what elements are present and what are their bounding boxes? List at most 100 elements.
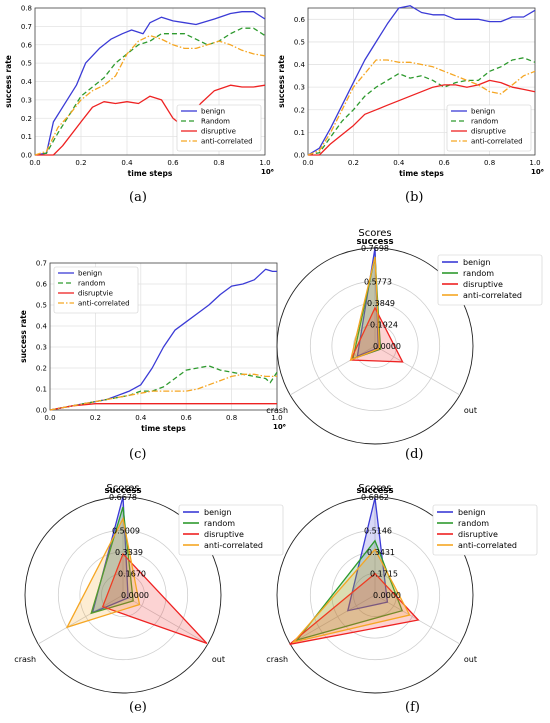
series-line-disruptive <box>308 79 536 156</box>
y-tick-label: 0.3 <box>36 344 47 352</box>
legend-label: disruptvie <box>78 290 113 298</box>
y-tick-label: 0.7 <box>21 23 32 31</box>
plot-frame <box>34 7 266 156</box>
series-line-anti-correlated <box>49 373 277 411</box>
radar-title: Scores <box>106 483 139 494</box>
series-line-random <box>34 27 266 156</box>
x-axis-multiplier: 10⁶ <box>261 168 274 176</box>
x-tick-label: 0.2 <box>348 159 359 167</box>
legend-label: benign <box>78 270 102 278</box>
x-tick-label: 0.0 <box>44 414 55 422</box>
radar-axis-label-out: out <box>464 655 477 664</box>
x-tick-label: 0.4 <box>121 159 133 167</box>
radar-spoke <box>374 345 461 396</box>
radar-chart-d: Scores 0.7698 0.5773 0.3849 0.1924 0.0000 succ… <box>266 228 543 445</box>
radar-ring-label: 0.1670 <box>118 569 146 578</box>
y-axis-label: success rate <box>4 55 13 108</box>
legend-label: benign <box>471 108 495 116</box>
legend-label: benign <box>463 258 490 267</box>
legend-label: random <box>78 280 105 288</box>
x-tick-label: 0.0 <box>29 159 40 167</box>
caption-a: (a) <box>129 190 147 205</box>
radar-area-random <box>90 506 134 615</box>
x-tick-label: 1.0 <box>529 159 540 167</box>
x-tick-label: 0.4 <box>393 159 405 167</box>
radar-ring-label: 0.0000 <box>373 342 401 351</box>
y-tick-label: 0.7 <box>36 260 47 268</box>
radar-axis-label-crash: crash <box>266 655 288 664</box>
y-tick-label: 0.0 <box>294 152 305 160</box>
x-axis-multiplier: 10⁶ <box>531 168 544 176</box>
line-chart-c: 0.0 0.2 0.4 0.6 0.8 1.0 0.0 0.1 0.2 0.3 0.4 0.5 0.6 0… <box>19 260 286 434</box>
radar-ring-label: 0.5773 <box>364 277 392 286</box>
legend-label: disruptive <box>204 530 244 539</box>
y-tick-label: 0.6 <box>36 281 48 289</box>
y-tick-label: 0.2 <box>21 115 32 123</box>
radar-area-disruptive <box>289 572 420 645</box>
legend-label: anti-correlated <box>471 138 523 146</box>
caption-b: (b) <box>405 190 424 205</box>
radar-ring-label: 0.1715 <box>370 569 398 578</box>
radar-ring-label: 0.0000 <box>121 591 149 600</box>
series-line-benign <box>307 5 536 156</box>
x-axis-label: time steps <box>128 169 173 178</box>
legend-label: anti-correlated <box>201 138 253 146</box>
line-chart-a: 0.0 0.2 0.4 0.6 0.8 1.0 0.0 0.1 0.2 0.3 0.4 0.5 0.6 0… <box>4 5 274 179</box>
y-tick-label: 0.8 <box>21 5 32 13</box>
legend-label: Random <box>201 118 230 126</box>
x-axis-label: time steps <box>141 424 186 433</box>
legend-label: disruptive <box>201 128 236 136</box>
y-tick-label: 0.6 <box>21 41 33 49</box>
radar-ring-label: 0.6862 <box>361 493 389 502</box>
y-tick-label: 0.5 <box>21 60 32 68</box>
radar-area-anti-correlated <box>65 516 141 629</box>
y-tick-label: 0.3 <box>21 96 32 104</box>
x-axis-label: time steps <box>399 169 444 178</box>
y-tick-label: 0.0 <box>21 152 32 160</box>
legend-label: anti-correlated <box>463 291 522 300</box>
x-tick-label: 0.4 <box>135 414 147 422</box>
line-chart-b: 0.0 0.2 0.4 0.6 0.8 1.0 0.0 0.1 0.2 0.3 0.4 0.5 0.6 t… <box>277 5 544 178</box>
y-tick-label: 0.4 <box>294 61 306 69</box>
x-tick-label: 0.0 <box>302 159 313 167</box>
legend: benign random disruptvie anti-correlated <box>53 266 139 314</box>
radar-axis-label-success: success <box>356 486 393 496</box>
y-tick-label: 0.1 <box>294 129 305 137</box>
y-tick-label: 0.3 <box>294 84 305 92</box>
legend: benign random disruptive anti-correlated <box>178 504 284 556</box>
radar-axis-label-out: out <box>212 655 225 664</box>
radar-ring-label: 0.6678 <box>109 493 137 502</box>
legend-label: benign <box>204 508 231 517</box>
radar-axis-label-success: success <box>104 486 141 496</box>
series-line-random <box>307 57 536 156</box>
radar-area-disruptive <box>349 306 404 363</box>
radar-axis-label-crash: crash <box>266 406 288 415</box>
radar-ring-label: 0.5009 <box>112 526 140 535</box>
x-tick-label: 1.0 <box>259 159 270 167</box>
y-tick-label: 0.5 <box>36 302 47 310</box>
radar-axis-label-crash: crash <box>14 655 36 664</box>
series-line-anti-correlated <box>34 34 266 156</box>
legend: benign Random disruptive anti-correlated <box>176 104 262 152</box>
x-tick-label: 0.2 <box>75 159 86 167</box>
radar-ring-label: 0.5146 <box>364 526 392 535</box>
y-tick-label: 0.2 <box>294 106 305 114</box>
y-tick-label: 0.5 <box>294 38 305 46</box>
legend: benign random disruptive anti-correlated <box>432 504 538 556</box>
x-tick-label: 0.6 <box>167 159 179 167</box>
legend-label: random <box>204 519 235 528</box>
x-axis-multiplier: 10⁶ <box>273 423 286 431</box>
x-tick-label: 0.6 <box>439 159 451 167</box>
y-tick-label: 0.0 <box>36 407 47 415</box>
x-tick-label: 0.8 <box>226 414 237 422</box>
legend-label: disruptive <box>471 128 506 136</box>
legend-label: anti-correlated <box>78 300 130 308</box>
x-tick-label: 0.6 <box>181 414 193 422</box>
radar-ring-label: 0.3849 <box>367 299 395 308</box>
radar-title: Scores <box>358 228 391 239</box>
series-line-disruptive <box>35 84 266 156</box>
legend: benign random disruptive anti-correlated <box>437 254 543 306</box>
plot-frame <box>307 7 536 156</box>
